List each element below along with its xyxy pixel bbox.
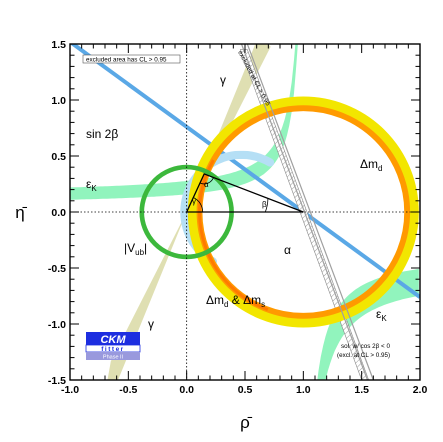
ckmfitter-logo: CKM fitter Phase II bbox=[85, 332, 141, 361]
epsilon-k-subscript: K bbox=[91, 184, 97, 193]
logo-ckm-text: CKM bbox=[100, 334, 126, 346]
epsilon-k-label-right: εK bbox=[376, 307, 387, 323]
epsilon-k-symbol-right: ε bbox=[376, 307, 382, 321]
logo-top-block bbox=[86, 332, 140, 345]
vub-subscript: ub bbox=[135, 248, 144, 257]
y-tick-label: -0.5 bbox=[48, 263, 66, 275]
x-tick-label: 1.5 bbox=[354, 384, 369, 396]
alpha-boundary-line-2 bbox=[246, 44, 374, 380]
cos2beta-note: sol. w/ cos 2β < 0 bbox=[341, 343, 390, 350]
delta-ms-symbol: Δm bbox=[243, 293, 261, 307]
cos2beta-note-excl: (excl. at CL > 0.95) bbox=[337, 352, 390, 359]
x-tick-label: 1.0 bbox=[296, 384, 311, 396]
epsilon-k-symbol: ε bbox=[86, 177, 92, 191]
epsilon-k-subscript-right: K bbox=[381, 314, 387, 323]
unitarity-triangle bbox=[185, 173, 304, 213]
x-tick-label: 0.0 bbox=[179, 384, 194, 396]
constraint-bands bbox=[70, 44, 420, 380]
logo-phase-text: Phase II bbox=[103, 355, 124, 361]
logo-bottom-block bbox=[86, 352, 140, 360]
x-axis-title: ρ̄ bbox=[240, 413, 253, 432]
delta-md-dms-lobe bbox=[198, 159, 269, 311]
y-tick-label: 0.5 bbox=[51, 151, 66, 163]
delta-md-dms-label: Δmd & Δms bbox=[206, 293, 265, 309]
delta-md-subscript: d bbox=[378, 164, 382, 173]
alpha-angle-label: α bbox=[204, 180, 209, 189]
alpha-band-label: α bbox=[284, 243, 291, 257]
y-tick-label: 1.0 bbox=[51, 95, 66, 107]
axis-ticks bbox=[69, 43, 421, 381]
epsilon-k-label-left: εK bbox=[86, 177, 97, 193]
alpha-angle-arc bbox=[199, 177, 214, 185]
sin2beta-band bbox=[70, 44, 420, 299]
ampersand: & bbox=[228, 293, 243, 307]
beta-angle-label: β bbox=[262, 200, 267, 209]
axis-tick-labels: -1.0 -0.5 0.0 0.5 1.0 1.5 2.0 1.5 1.0 0.5 0.0 -0.5 -… bbox=[48, 39, 428, 396]
y-tick-label: -1.5 bbox=[48, 375, 66, 387]
gamma-label-bottom: γ bbox=[148, 317, 154, 331]
x-tick-label: -1.0 bbox=[61, 384, 79, 396]
gamma-label-top: γ bbox=[220, 73, 226, 87]
gamma-band bbox=[107, 44, 271, 380]
delta-md-label: Δmd bbox=[360, 157, 382, 173]
delta-ms-subscript: s bbox=[261, 300, 265, 309]
excluded-area-legend-box bbox=[82, 54, 181, 64]
y-axis-title: η̄ bbox=[15, 203, 27, 222]
vub-suffix: | bbox=[144, 241, 147, 255]
y-tick-label: 1.5 bbox=[51, 39, 66, 51]
x-tick-label: 0.5 bbox=[238, 384, 253, 396]
y-tick-label: 0.0 bbox=[51, 207, 66, 219]
excluded-area-legend: excluded area has CL > 0.95 bbox=[86, 57, 167, 64]
sin2beta-label: sin 2β bbox=[86, 127, 118, 141]
y-tick-label: -1.0 bbox=[48, 319, 66, 331]
vub-prefix: |V bbox=[124, 241, 135, 255]
delta-md-subscript-2: d bbox=[224, 300, 228, 309]
logo-fitter-text: fitter bbox=[101, 346, 124, 353]
gamma-angle-arc bbox=[193, 197, 204, 213]
x-tick-label: 2.0 bbox=[413, 384, 428, 396]
delta-md-symbol: Δm bbox=[360, 157, 378, 171]
gamma-angle-label: γ bbox=[192, 197, 196, 206]
beta-angle-arc bbox=[264, 198, 269, 213]
delta-md-symbol-2: Δm bbox=[206, 293, 224, 307]
vub-label: |Vub| bbox=[124, 241, 147, 257]
epsilon-k-band-lower bbox=[317, 268, 419, 380]
x-tick-label: -0.5 bbox=[119, 384, 137, 396]
